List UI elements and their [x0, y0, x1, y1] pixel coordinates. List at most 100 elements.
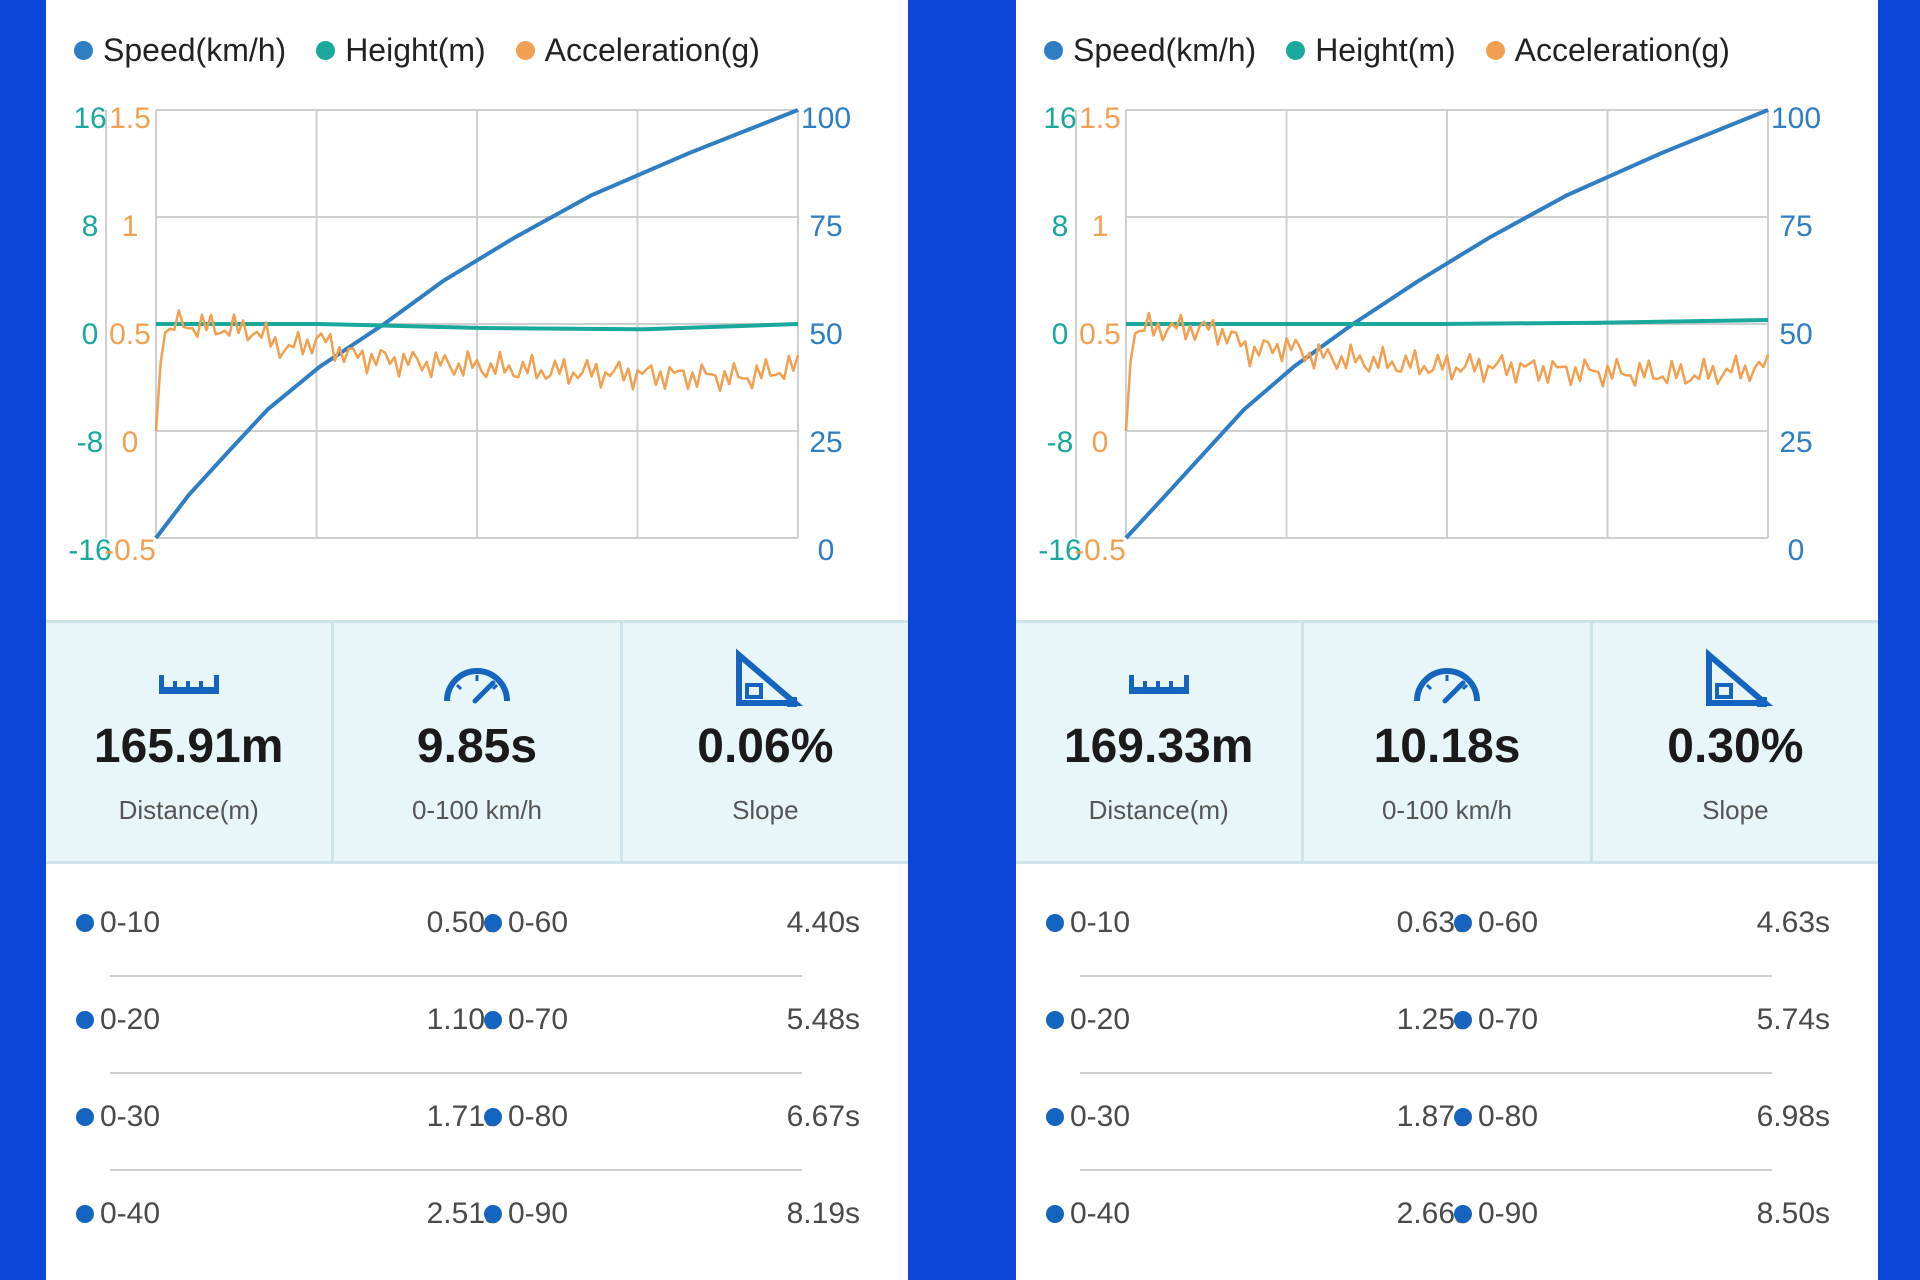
- height-tick: 0: [1052, 318, 1069, 351]
- speed-tick: 75: [1779, 210, 1812, 243]
- height-tick: 8: [1052, 210, 1069, 243]
- split-row: 0-10 0.50s 0-60 4.40s: [46, 880, 908, 977]
- split-times-list: 0-10 0.50s 0-60 4.40s 0-20 1.10s 0-70 5.…: [46, 880, 908, 1280]
- legend-dot-acceleration: [1485, 40, 1505, 60]
- series-line-acceleration: [1124, 311, 1770, 432]
- split-left-label: 0-20: [100, 1003, 161, 1036]
- split-left-label: 0-10: [100, 906, 161, 939]
- speed-tick: 100: [1771, 102, 1821, 135]
- legend-item-speed: Speed(km/h): [1044, 32, 1256, 69]
- legend-label-speed: Speed(km/h): [103, 31, 287, 68]
- speedometer-icon: [1413, 668, 1480, 704]
- stat-distance: 165.91m Distance(m): [46, 623, 331, 861]
- legend-dot-height: [316, 40, 336, 60]
- accel-tick: 1: [122, 210, 139, 243]
- time-label: 0-100 km/h: [1381, 795, 1513, 825]
- split-left-time: 2.66s: [1396, 1197, 1470, 1230]
- accel-tick: 0: [1092, 426, 1109, 459]
- speed-tick: 0: [1788, 534, 1805, 567]
- split-left-label: 0-10: [1070, 906, 1131, 939]
- split-right-label: 0-70: [508, 1003, 569, 1036]
- split-left-label: 0-30: [100, 1100, 161, 1133]
- split-right-time: 4.63s: [1756, 906, 1830, 939]
- split-dot-icon: [1454, 1011, 1472, 1029]
- stats-summary: 165.91m Distance(m) 9.85s 0-100 km/h 0.0…: [46, 620, 908, 864]
- slope-icon: [1706, 648, 1774, 707]
- height-tick: -8: [77, 426, 104, 459]
- split-left: 0-30: [1046, 1092, 1130, 1142]
- legend-label-acceleration: Acceleration(g): [544, 31, 760, 68]
- stats-summary: 169.33m Distance(m) 10.18s 0-100 km/h 0.…: [1016, 620, 1878, 864]
- split-dot-icon: [1454, 914, 1472, 932]
- split-right: 0-70: [484, 995, 568, 1045]
- split-right-label: 0-90: [508, 1197, 569, 1230]
- series-line-acceleration: [154, 309, 800, 432]
- split-right-label: 0-90: [1478, 1197, 1539, 1230]
- split-right-time: 8.50s: [1756, 1197, 1830, 1230]
- divider: [1080, 1169, 1772, 1171]
- divider: [110, 1072, 802, 1074]
- legend-item-acceleration: Acceleration(g): [1485, 32, 1730, 69]
- split-dot-icon: [1046, 914, 1064, 932]
- split-right: 0-60: [1454, 898, 1538, 948]
- split-right-label: 0-60: [1478, 906, 1539, 939]
- distance-label: Distance(m): [1088, 795, 1229, 825]
- split-dot-icon: [76, 1011, 94, 1029]
- split-left-time: 0.63s: [1396, 906, 1470, 939]
- height-tick: -16: [1038, 534, 1081, 567]
- speed-tick: 0: [818, 534, 835, 567]
- split-dot-icon: [484, 914, 502, 932]
- split-left: 0-40: [1046, 1189, 1130, 1239]
- split-right-time: 6.98s: [1756, 1100, 1830, 1133]
- legend-item-height: Height(m): [1286, 31, 1456, 69]
- split-row: 0-30 1.71s 0-80 6.67s: [46, 1074, 908, 1171]
- height-tick: -16: [68, 534, 111, 567]
- accel-tick: 1.5: [1079, 102, 1121, 135]
- split-row: 0-20 1.10s 0-70 5.48s: [46, 977, 908, 1074]
- split-left: 0-40: [76, 1189, 160, 1239]
- split-left-time: 1.87s: [1396, 1100, 1470, 1133]
- legend-dot-acceleration: [515, 40, 535, 60]
- split-right: 0-80: [1454, 1092, 1538, 1142]
- speed-tick: 100: [801, 102, 851, 135]
- split-left: 0-30: [76, 1092, 160, 1142]
- divider: [1080, 1072, 1772, 1074]
- split-right-time: 6.67s: [786, 1100, 860, 1133]
- height-tick: 16: [1043, 102, 1076, 135]
- split-right-label: 0-60: [508, 906, 569, 939]
- legend-dot-speed: [1044, 40, 1063, 60]
- legend-dot-height: [1286, 40, 1306, 60]
- distance-label: Distance(m): [118, 795, 259, 825]
- height-tick: 16: [73, 102, 106, 135]
- result-panel-1: Speed(km/h) Height(m) Acceleration(g) 16…: [46, 0, 908, 1280]
- legend-label-speed: Speed(km/h): [1073, 31, 1257, 68]
- split-left: 0-10: [76, 898, 160, 948]
- chart-legend: Speed(km/h) Height(m) Acceleration(g): [1044, 28, 1730, 72]
- split-left-time: 1.10s: [426, 1003, 500, 1036]
- split-left-label: 0-40: [1070, 1197, 1131, 1230]
- speedometer-icon: [443, 668, 510, 704]
- accel-tick: -0.5: [104, 534, 156, 567]
- split-dot-icon: [484, 1205, 502, 1223]
- split-dot-icon: [1046, 1011, 1064, 1029]
- legend-item-height: Height(m): [316, 32, 486, 69]
- slope-label: Slope: [1702, 795, 1769, 825]
- slope-icon: [736, 648, 804, 707]
- split-times-list: 0-10 0.63s 0-60 4.63s 0-20 1.25s 0-70 5.…: [1016, 880, 1878, 1280]
- split-row: 0-40 2.66s 0-90 8.50s: [1016, 1171, 1878, 1268]
- series-line-height: [1126, 318, 1769, 326]
- accel-tick: 0.5: [1079, 318, 1121, 351]
- split-right-time: 4.40s: [786, 906, 860, 939]
- split-dot-icon: [1454, 1108, 1472, 1126]
- ruler-icon: [1128, 675, 1189, 694]
- legend-label-height: Height(m): [1315, 31, 1456, 68]
- accel-tick: 1.5: [109, 102, 151, 135]
- stat-slope: 0.06% Slope: [619, 623, 908, 861]
- slope-value: 0.30%: [1667, 720, 1804, 773]
- height-tick: 0: [82, 318, 99, 351]
- split-right-time: 5.48s: [786, 1003, 860, 1036]
- split-row: 0-20 1.25s 0-70 5.74s: [1016, 977, 1878, 1074]
- speed-tick: 25: [809, 426, 842, 459]
- legend-item-speed: Speed(km/h): [74, 32, 286, 69]
- accel-tick: 0.5: [109, 318, 151, 351]
